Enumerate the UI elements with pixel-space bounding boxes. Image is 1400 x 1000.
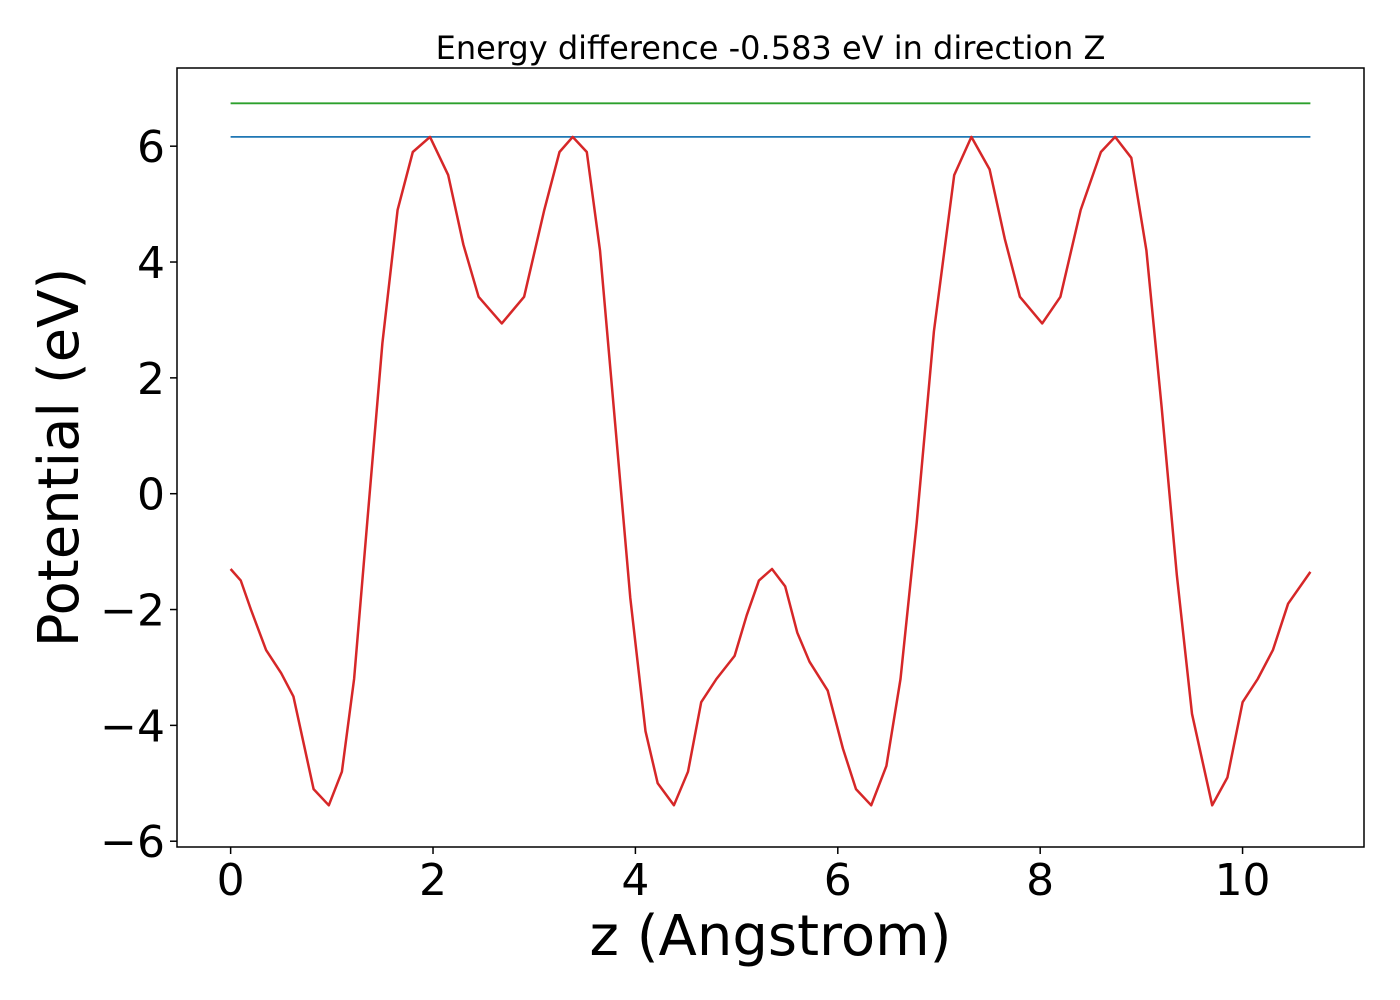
y-tick-label: 4 (137, 238, 165, 289)
y-tick-label: −2 (100, 586, 165, 637)
x-tick-label: 0 (217, 855, 245, 906)
y-axis: −6 −4 −2 0 2 4 6 (100, 122, 177, 868)
y-tick-label: 0 (137, 470, 165, 521)
x-axis-label: z (Angstrom) (590, 904, 952, 969)
series-line-2 (229, 135, 1312, 807)
y-tick-label: 6 (137, 122, 165, 173)
y-tick-label: −6 (100, 817, 165, 868)
plot-lines (229, 102, 1312, 807)
y-axis-label: Potential (eV) (27, 268, 92, 648)
y-tick-label: −4 (100, 701, 165, 752)
x-tick-label: 10 (1215, 855, 1271, 906)
x-tick-label: 4 (621, 855, 649, 906)
x-tick-label: 6 (824, 855, 852, 906)
y-tick-label: 2 (137, 354, 165, 405)
x-axis: 0 2 4 6 8 10 (217, 847, 1271, 906)
plot-frame (176, 67, 1365, 848)
x-tick-label: 2 (419, 855, 447, 906)
x-tick-label: 8 (1026, 855, 1054, 906)
chart-title: Energy difference -0.583 eV in direction… (436, 29, 1106, 67)
